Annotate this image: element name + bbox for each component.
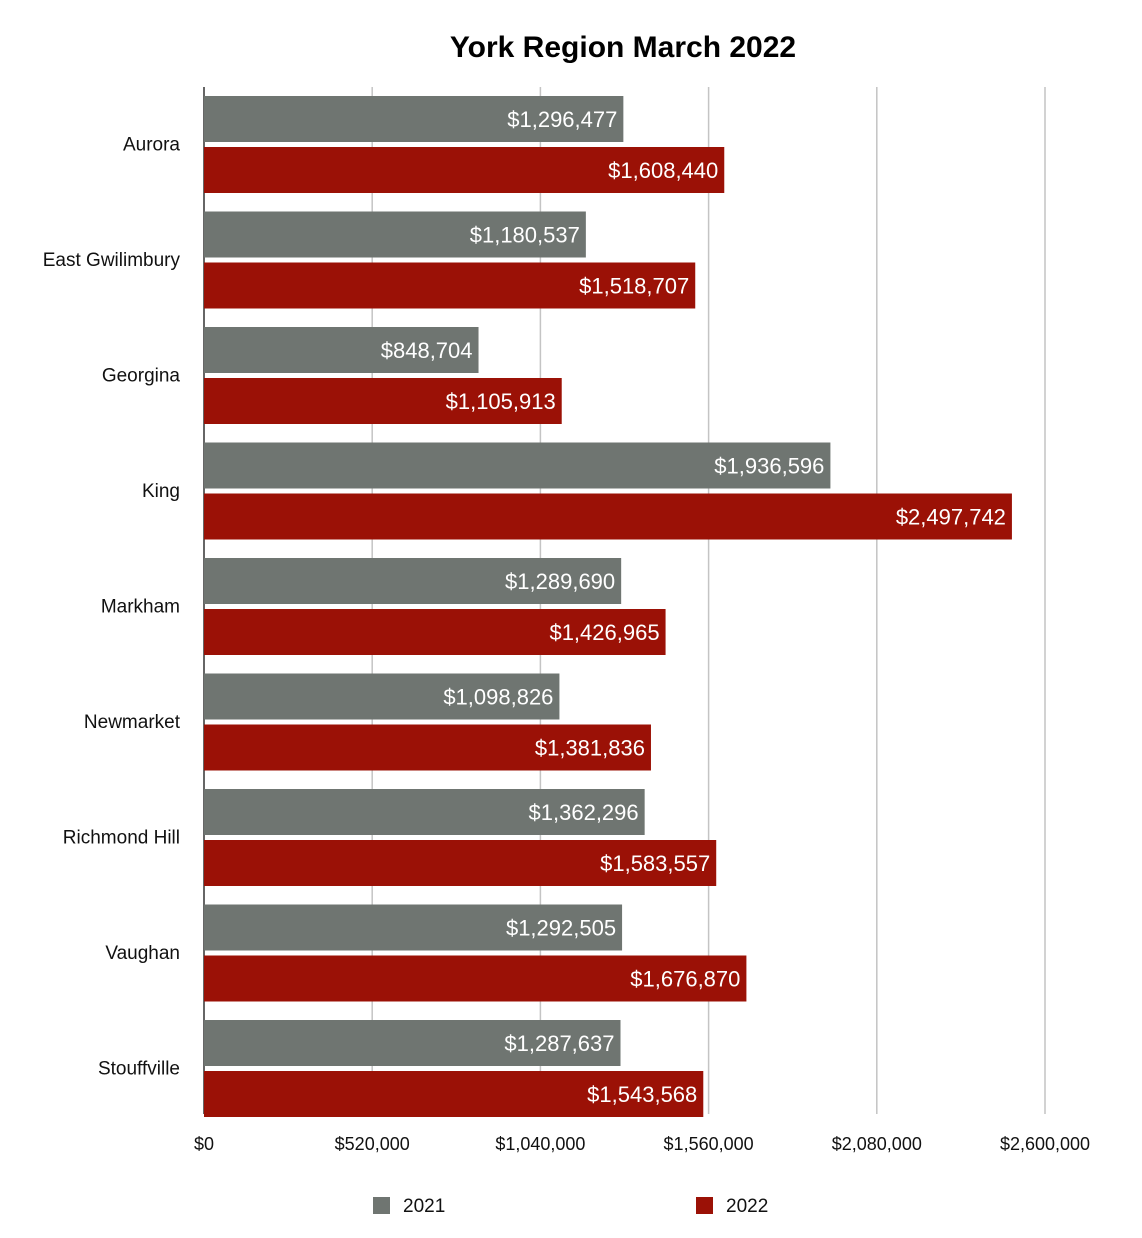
bar-2022 xyxy=(204,378,562,424)
bar-2021 xyxy=(204,327,479,373)
x-axis-ticks: $0 $520,000 $1,040,000 $1,560,000 $2,080,000… xyxy=(194,1134,1090,1154)
bar-value-label: $1,583,557 xyxy=(600,851,710,876)
category-label: Newmarket xyxy=(84,712,181,733)
category-label: Markham xyxy=(101,597,180,618)
bar-value-label: $1,381,836 xyxy=(535,736,645,761)
bar-value-label: $1,292,505 xyxy=(506,916,616,941)
bar-value-label: $1,426,965 xyxy=(549,620,659,645)
bar-2022 xyxy=(204,1071,704,1117)
bar-2022 xyxy=(204,724,651,771)
category-label: Aurora xyxy=(123,135,180,156)
legend-swatch xyxy=(373,1197,390,1214)
legend: 2021 2022 xyxy=(373,1196,768,1217)
bar-2021 xyxy=(204,96,624,142)
x-tick-label: $2,080,000 xyxy=(832,1134,922,1154)
bar-2022 xyxy=(204,147,725,193)
bar-value-label: $848,704 xyxy=(381,338,473,363)
category-label: Vaughan xyxy=(105,943,180,964)
bar-value-label: $1,608,440 xyxy=(608,158,718,183)
bar-2021 xyxy=(204,442,831,489)
bar-2021 xyxy=(204,558,622,604)
bar-value-label: $1,098,826 xyxy=(443,685,553,710)
bar-2022 xyxy=(204,262,696,309)
bar-value-label: $2,497,742 xyxy=(896,505,1006,530)
legend-swatch xyxy=(696,1197,713,1214)
bar-2022 xyxy=(204,955,747,1002)
legend-label: 2022 xyxy=(726,1196,768,1217)
category-label: Richmond Hill xyxy=(63,828,180,849)
x-tick-label: $1,560,000 xyxy=(664,1134,754,1154)
bar-2022 xyxy=(204,840,717,886)
bar-2022 xyxy=(204,493,1012,540)
bar-value-label: $1,543,568 xyxy=(587,1082,697,1107)
x-tick-label: $1,040,000 xyxy=(495,1134,585,1154)
bar-value-label: $1,296,477 xyxy=(507,107,617,132)
bars: $1,296,477 $1,608,440 $1,180,537 $1,518,707… xyxy=(204,96,1012,1117)
legend-label: 2021 xyxy=(403,1196,445,1217)
bar-value-label: $1,180,537 xyxy=(470,223,580,248)
bar-2021 xyxy=(204,211,586,258)
bar-value-label: $1,287,637 xyxy=(504,1031,614,1056)
bar-2021 xyxy=(204,1020,621,1066)
x-tick-label: $0 xyxy=(194,1134,214,1154)
bar-2022 xyxy=(204,609,666,655)
bar-value-label: $1,289,690 xyxy=(505,569,615,594)
bar-value-label: $1,936,596 xyxy=(714,454,824,479)
bar-2021 xyxy=(204,904,623,951)
x-tick-label: $520,000 xyxy=(335,1134,410,1154)
category-labels: Aurora East Gwilimbury Georgina King Markham… xyxy=(43,135,181,1080)
category-label: Georgina xyxy=(102,366,181,387)
bar-value-label: $1,518,707 xyxy=(579,274,689,299)
category-label: East Gwilimbury xyxy=(43,250,181,271)
chart-title: York Region March 2022 xyxy=(450,31,796,64)
x-tick-label: $2,600,000 xyxy=(1000,1134,1090,1154)
category-label: Stouffville xyxy=(98,1059,180,1080)
category-label: King xyxy=(142,481,180,502)
bar-2021 xyxy=(204,673,560,720)
bar-2021 xyxy=(204,789,645,835)
bar-value-label: $1,362,296 xyxy=(529,800,639,825)
bar-value-label: $1,105,913 xyxy=(446,389,556,414)
bar-value-label: $1,676,870 xyxy=(630,967,740,992)
